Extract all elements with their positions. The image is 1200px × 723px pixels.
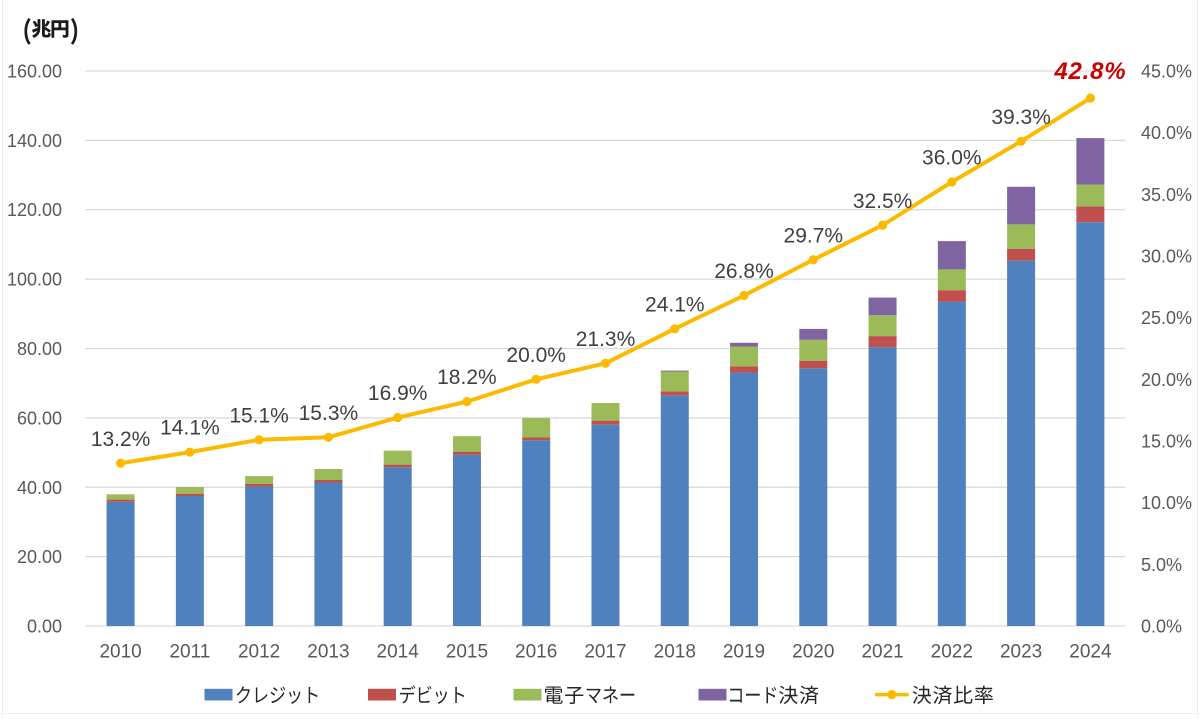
svg-text:120.00: 120.00 bbox=[7, 200, 62, 220]
svg-text:15.3%: 15.3% bbox=[299, 402, 359, 425]
svg-text:140.00: 140.00 bbox=[7, 131, 62, 151]
svg-text:26.8%: 26.8% bbox=[714, 260, 774, 283]
svg-text:80.00: 80.00 bbox=[17, 339, 62, 359]
svg-text:20.0%: 20.0% bbox=[506, 344, 566, 367]
svg-text:2013: 2013 bbox=[307, 642, 349, 663]
svg-text:16.9%: 16.9% bbox=[368, 382, 428, 405]
svg-text:160.00: 160.00 bbox=[7, 62, 62, 82]
svg-text:2016: 2016 bbox=[515, 642, 557, 663]
svg-text:15.0%: 15.0% bbox=[1141, 432, 1192, 452]
svg-text:2022: 2022 bbox=[931, 642, 973, 663]
svg-text:5.0%: 5.0% bbox=[1141, 555, 1182, 575]
svg-text:40.0%: 40.0% bbox=[1141, 123, 1192, 143]
svg-text:2023: 2023 bbox=[1000, 642, 1042, 663]
svg-text:24.1%: 24.1% bbox=[645, 293, 705, 316]
svg-text:0.0%: 0.0% bbox=[1141, 617, 1182, 637]
svg-text:100.00: 100.00 bbox=[7, 270, 62, 290]
svg-text:35.0%: 35.0% bbox=[1141, 185, 1192, 205]
svg-text:21.3%: 21.3% bbox=[576, 328, 636, 351]
svg-text:45.0%: 45.0% bbox=[1141, 62, 1192, 82]
svg-text:2014: 2014 bbox=[377, 642, 420, 663]
svg-text:2010: 2010 bbox=[99, 642, 141, 663]
svg-text:20.0%: 20.0% bbox=[1141, 370, 1192, 390]
svg-text:2012: 2012 bbox=[238, 642, 280, 663]
svg-text:2015: 2015 bbox=[446, 642, 488, 663]
svg-text:32.5%: 32.5% bbox=[853, 190, 913, 213]
svg-text:2017: 2017 bbox=[584, 642, 626, 663]
svg-text:13.2%: 13.2% bbox=[91, 428, 151, 451]
svg-text:25.0%: 25.0% bbox=[1141, 308, 1192, 328]
svg-text:2024: 2024 bbox=[1069, 642, 1112, 663]
svg-text:15.1%: 15.1% bbox=[229, 404, 289, 427]
svg-text:10.0%: 10.0% bbox=[1141, 493, 1192, 513]
svg-text:40.00: 40.00 bbox=[17, 478, 62, 498]
svg-text:2018: 2018 bbox=[654, 642, 696, 663]
svg-text:2019: 2019 bbox=[723, 642, 765, 663]
svg-text:30.0%: 30.0% bbox=[1141, 247, 1192, 267]
svg-text:42.8%: 42.8% bbox=[1053, 58, 1126, 85]
svg-text:60.00: 60.00 bbox=[17, 408, 62, 428]
svg-text:14.1%: 14.1% bbox=[160, 417, 220, 440]
svg-text:2011: 2011 bbox=[169, 642, 210, 663]
svg-text:39.3%: 39.3% bbox=[991, 106, 1051, 129]
svg-text:2021: 2021 bbox=[861, 642, 903, 663]
svg-text:29.7%: 29.7% bbox=[784, 224, 844, 247]
svg-text:0.00: 0.00 bbox=[27, 617, 62, 637]
svg-text:18.2%: 18.2% bbox=[437, 366, 497, 389]
svg-text:2020: 2020 bbox=[792, 642, 834, 663]
svg-text:20.00: 20.00 bbox=[17, 547, 62, 567]
svg-text:36.0%: 36.0% bbox=[922, 147, 982, 170]
